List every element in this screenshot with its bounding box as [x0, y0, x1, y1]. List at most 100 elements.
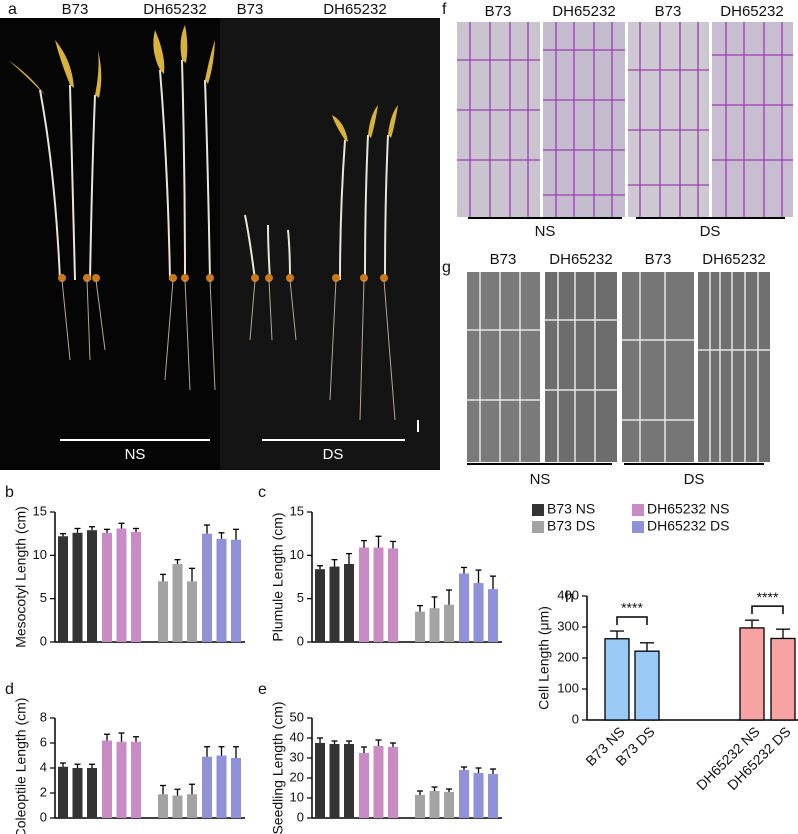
- panel-letter: c: [258, 484, 266, 501]
- y-tick-label: 0: [297, 633, 304, 648]
- y-tick-label: 50: [290, 709, 304, 724]
- y-tick-label: 5: [40, 590, 47, 605]
- bar: [72, 532, 83, 642]
- bar: [58, 766, 68, 818]
- group-label: DS: [323, 446, 344, 463]
- y-tick-label: 5: [297, 590, 304, 605]
- y-axis-label: Plumule Length (cm): [270, 512, 286, 641]
- bar: [429, 791, 440, 818]
- bar: [459, 770, 469, 818]
- y-axis-label: Cell Length (μm): [536, 606, 552, 710]
- bar: [58, 536, 68, 642]
- bar: [373, 547, 384, 642]
- image-label: B73: [237, 1, 264, 18]
- bar: [388, 747, 398, 818]
- y-tick-label: 0: [572, 711, 579, 726]
- image-label: B73: [655, 3, 682, 20]
- bar: [344, 564, 354, 642]
- image-label: B73: [62, 1, 89, 18]
- y-tick-label: 10: [33, 547, 47, 562]
- y-tick-label: 10: [290, 547, 304, 562]
- bar: [770, 637, 796, 721]
- panel-letter: f: [442, 1, 447, 18]
- significance-bracket: [616, 616, 648, 626]
- panel-letter: h: [565, 589, 574, 606]
- bar: [116, 528, 127, 642]
- bar: [216, 538, 227, 642]
- y-tick-label: 10: [290, 789, 304, 804]
- bar: [102, 532, 112, 642]
- bar: [131, 741, 141, 818]
- photo-a: [0, 18, 440, 470]
- significance-label: ****: [757, 589, 779, 605]
- significance-label: ****: [621, 600, 643, 616]
- bar: [158, 581, 168, 642]
- bar: [315, 569, 325, 642]
- bar: [87, 768, 97, 818]
- bar: [344, 744, 354, 818]
- bar: [488, 774, 498, 818]
- bar: [131, 531, 141, 642]
- image-label: B73: [645, 251, 672, 268]
- y-axis-label: Mesocotyl Length (cm): [13, 506, 29, 648]
- micrographs-g: [467, 272, 770, 465]
- bar: [415, 795, 425, 818]
- group-label: NS: [535, 223, 556, 240]
- y-tick-label: 40: [290, 729, 304, 744]
- bar: [172, 795, 183, 818]
- panel-letter: a: [8, 1, 17, 18]
- bar: [102, 740, 112, 818]
- y-tick-label: 2: [40, 784, 47, 799]
- micrographs-f: [457, 22, 793, 219]
- y-tick-label: 20: [290, 769, 304, 784]
- bar: [473, 583, 484, 642]
- bar: [444, 604, 454, 642]
- bar: [315, 743, 325, 818]
- legend-label: DH65232 DS: [647, 518, 730, 534]
- image-label: DH65232: [552, 3, 615, 20]
- bar: [187, 581, 197, 642]
- group-label: DS: [684, 471, 705, 488]
- bar: [187, 794, 197, 818]
- y-tick-label: 30: [290, 749, 304, 764]
- bar: [329, 744, 340, 818]
- bar: [444, 792, 454, 818]
- legend-label: DH65232 NS: [647, 501, 730, 517]
- legend-label: B73 DS: [547, 518, 595, 534]
- group-label: NS: [125, 446, 146, 463]
- image-label: B73: [485, 3, 512, 20]
- bar: [604, 638, 630, 721]
- y-tick-label: 200: [557, 649, 579, 664]
- bar: [459, 573, 469, 642]
- y-tick-label: 100: [557, 680, 579, 695]
- bar: [172, 564, 183, 642]
- bar: [488, 589, 498, 642]
- legend-swatch: [532, 504, 544, 516]
- y-axis-label: Seedling Length (cm): [270, 701, 286, 834]
- panel-letter: d: [5, 681, 14, 698]
- legend-label: B73 NS: [547, 501, 595, 517]
- y-tick-label: 0: [297, 809, 304, 824]
- legend-swatch: [632, 521, 644, 533]
- significance-bracket: [751, 605, 784, 615]
- image-label: DH65232: [720, 3, 783, 20]
- bar: [429, 608, 440, 642]
- bar: [373, 746, 384, 818]
- bar: [72, 768, 83, 818]
- image-label: DH65232: [143, 1, 206, 18]
- bar: [359, 547, 369, 642]
- bar: [359, 753, 369, 818]
- y-tick-label: 6: [40, 734, 47, 749]
- image-label: DH65232: [549, 251, 612, 268]
- group-label: NS: [530, 471, 551, 488]
- bar: [116, 741, 127, 818]
- y-tick-label: 15: [290, 503, 304, 518]
- y-tick-label: 4: [40, 759, 47, 774]
- group-label: DS: [700, 223, 721, 240]
- y-tick-label: 400: [557, 587, 579, 602]
- bar: [329, 566, 340, 642]
- image-label: B73: [490, 251, 517, 268]
- bar: [388, 548, 398, 642]
- bar: [202, 756, 212, 818]
